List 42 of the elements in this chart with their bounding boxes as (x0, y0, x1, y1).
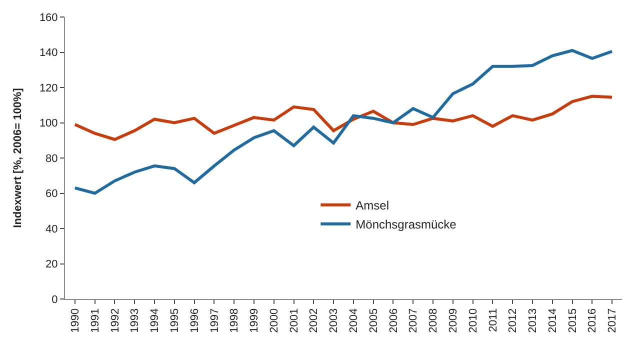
y-axis-title: Indexwert [%, 2006= 100%] (12, 88, 24, 228)
x-tick-label: 1992 (109, 308, 122, 333)
x-tick-label: 2016 (586, 308, 599, 333)
x-tick-label: 2001 (288, 308, 300, 333)
y-tick-label: 60 (46, 188, 58, 200)
x-tick-label: 1997 (208, 308, 221, 333)
y-tick-label: 160 (39, 12, 58, 24)
y-tick-label: 140 (39, 47, 58, 60)
legend-label: Mönchsgrasmücke (356, 218, 457, 232)
x-tick-label: 2015 (566, 308, 579, 333)
x-tick-label: 2009 (447, 308, 460, 333)
x-tick-label: 1991 (89, 308, 102, 333)
x-tick-label: 2017 (606, 308, 619, 333)
x-tick-label: 2014 (546, 308, 559, 333)
x-tick-label: 2008 (428, 308, 440, 333)
x-tick-label: 1996 (188, 308, 201, 333)
x-tick-label: 1993 (129, 308, 142, 333)
x-tick-label: 1998 (228, 308, 241, 333)
x-tick-label: 2012 (507, 308, 520, 333)
x-tick-label: 2011 (487, 308, 500, 332)
y-tick-label: 120 (39, 82, 58, 94)
x-tick-label: 2002 (308, 308, 320, 333)
x-tick-label: 2000 (268, 308, 280, 333)
x-tick-label: 1995 (168, 308, 181, 333)
x-tick-label: 2003 (328, 308, 340, 333)
line-series (73, 94, 614, 141)
x-tick-label: 1994 (149, 308, 162, 333)
x-tick-label: 2007 (408, 308, 420, 333)
y-tick-label: 40 (46, 223, 58, 236)
x-tick-label: 2006 (388, 308, 400, 333)
y-tick-label: 20 (46, 258, 58, 271)
line-series (73, 48, 614, 195)
y-tick-label: 80 (46, 152, 58, 165)
legend-label: Amsel (356, 198, 389, 213)
x-tick-label: 1990 (70, 308, 82, 333)
x-tick-label: 2013 (527, 308, 540, 333)
y-tick-label: 100 (39, 118, 58, 130)
x-tick-label: 2010 (467, 308, 480, 333)
y-tick-label: 0 (52, 294, 58, 306)
x-tick-label: 1999 (248, 308, 261, 333)
x-tick-label: 2004 (348, 308, 360, 333)
x-tick-label: 2005 (368, 308, 380, 333)
